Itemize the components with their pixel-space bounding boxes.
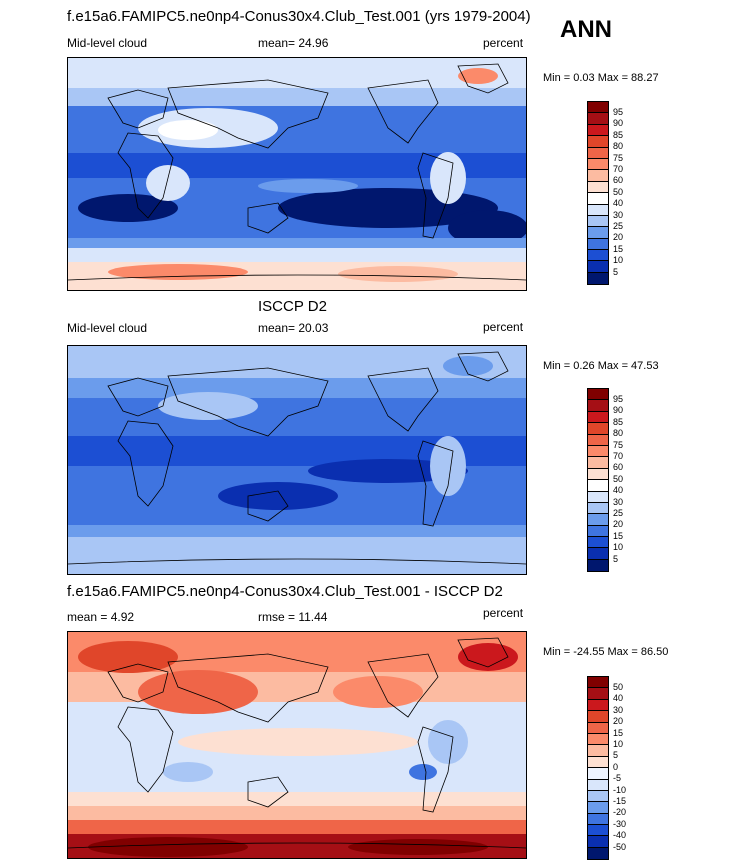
colorbar-label: 90 — [613, 118, 624, 129]
colorbar-label: 5 — [613, 750, 619, 761]
panel2-units-label: percent — [483, 320, 524, 334]
panel2-variable-label: Mid-level cloud — [67, 321, 148, 335]
colorbar-label: 80 — [613, 428, 624, 439]
panel2-minmax: Min = 0.26 Max = 47.53 — [543, 360, 659, 372]
panel2-title: ISCCP D2 — [258, 298, 327, 315]
colorbar-label: -5 — [613, 773, 622, 784]
panel3-mean-label: mean = 4.92 — [67, 610, 135, 624]
panel3-units-label: percent — [483, 606, 524, 620]
panel2-map — [67, 345, 527, 575]
colorbar-label: 30 — [613, 209, 624, 220]
season-label: ANN — [560, 16, 612, 43]
panel1-minmax: Min = 0.03 Max = 88.27 — [543, 72, 659, 84]
colorbar-label: 60 — [613, 462, 624, 473]
colorbar-label: 40 — [613, 485, 624, 496]
panel1-map — [67, 57, 527, 291]
colorbar-label: 25 — [613, 221, 624, 231]
colorbar-label: 80 — [613, 141, 624, 152]
colorbar-label: -10 — [613, 784, 627, 795]
colorbar-label: 30 — [613, 704, 624, 715]
panel3-map — [67, 631, 527, 859]
panel1-variable-label: Mid-level cloud — [67, 36, 148, 50]
colorbar-label: 20 — [613, 716, 624, 727]
panel2-colorbar — [587, 388, 609, 572]
colorbar-label: 75 — [613, 439, 624, 450]
colorbar-label: 10 — [613, 255, 624, 266]
colorbar-label: 95 — [613, 107, 624, 117]
panel1-mean-label: mean= 24.96 — [258, 36, 329, 50]
colorbar-label: 5 — [613, 266, 619, 277]
colorbar-label: 60 — [613, 175, 624, 186]
colorbar-label: 40 — [613, 693, 624, 704]
colorbar-label: 15 — [613, 243, 624, 254]
panel3-rmse-label: rmse = 11.44 — [258, 610, 328, 624]
colorbar-label: 10 — [613, 739, 624, 749]
colorbar-label: 50 — [613, 186, 624, 197]
colorbar-label: -40 — [613, 830, 627, 841]
colorbar-label: 70 — [613, 451, 624, 461]
colorbar-label: 90 — [613, 405, 624, 416]
colorbar-label: 85 — [613, 129, 624, 140]
colorbar-label: -20 — [613, 807, 627, 818]
colorbar-label: -15 — [613, 796, 627, 806]
colorbar-label: 50 — [613, 682, 624, 692]
colorbar-label: 5 — [613, 553, 619, 564]
colorbar-label: 70 — [613, 164, 624, 174]
panel1-units-label: percent — [483, 36, 524, 50]
panel2-mean-label: mean= 20.03 — [258, 321, 329, 335]
panel3-minmax: Min = -24.55 Max = 86.50 — [543, 646, 669, 658]
colorbar-label: -50 — [613, 841, 627, 852]
colorbar-label: 15 — [613, 727, 624, 738]
colorbar-label: 0 — [613, 761, 619, 772]
colorbar-label: 40 — [613, 198, 624, 209]
colorbar-label: 30 — [613, 496, 624, 507]
colorbar-label: 85 — [613, 416, 624, 427]
panel3-colorbar — [587, 676, 609, 860]
colorbar-label: 50 — [613, 473, 624, 484]
colorbar-label: 75 — [613, 152, 624, 163]
colorbar-label: -30 — [613, 818, 627, 829]
panel3-title: f.e15a6.FAMIPC5.ne0np4-Conus30x4.Club_Te… — [67, 583, 503, 600]
colorbar-label: 95 — [613, 394, 624, 404]
colorbar-label: 10 — [613, 542, 624, 553]
panel1-title: f.e15a6.FAMIPC5.ne0np4-Conus30x4.Club_Te… — [67, 8, 531, 25]
colorbar-label: 15 — [613, 530, 624, 541]
colorbar-label: 20 — [613, 519, 624, 530]
panel1-colorbar — [587, 101, 609, 285]
colorbar-label: 20 — [613, 232, 624, 243]
colorbar-label: 25 — [613, 508, 624, 518]
